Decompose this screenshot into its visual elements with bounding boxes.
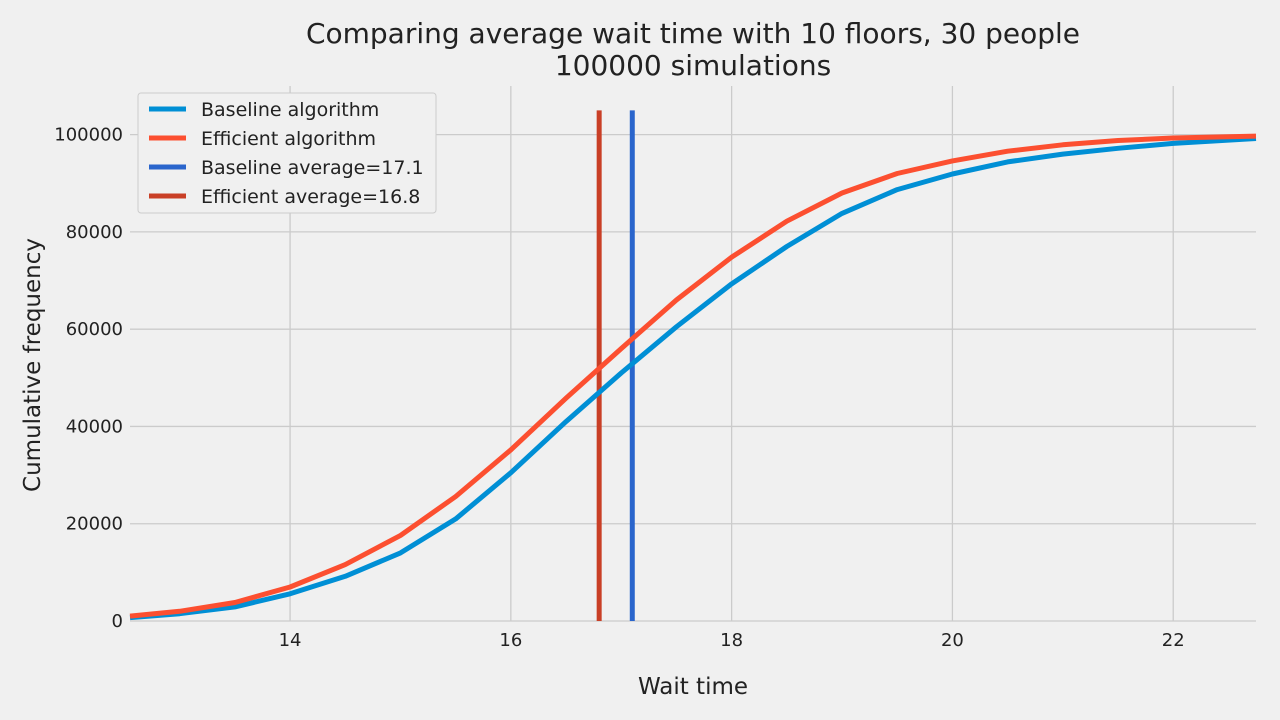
series-line <box>129 136 1257 621</box>
x-tick-labels: 14 16 18 20 22 <box>279 630 1185 651</box>
y-tick-label: 60000 <box>66 319 123 340</box>
y-tick-label: 20000 <box>66 514 123 535</box>
y-tick-label: 100000 <box>54 125 123 146</box>
legend-label: Efficient average=16.8 <box>201 186 420 208</box>
chart-title: Comparing average wait time with 10 floo… <box>306 17 1080 50</box>
y-tick-label: 80000 <box>66 222 123 243</box>
legend-label: Baseline algorithm <box>201 99 379 121</box>
y-axis-label: Cumulative frequency <box>20 238 46 492</box>
x-axis-label: Wait time <box>638 674 748 700</box>
grid-lines <box>130 86 1256 622</box>
legend-label: Efficient algorithm <box>201 128 376 150</box>
x-tick-label: 22 <box>1162 630 1185 651</box>
y-tick-labels: 0 20000 40000 60000 80000 100000 <box>54 125 123 632</box>
x-tick-label: 18 <box>720 630 743 651</box>
y-tick-label: 40000 <box>66 416 123 437</box>
x-tick-label: 14 <box>279 630 302 651</box>
legend: Baseline algorithm Efficient algorithm Bas… <box>137 92 437 214</box>
chart-subtitle: 100000 simulations <box>555 49 831 82</box>
x-tick-label: 16 <box>499 630 522 651</box>
y-tick-label: 0 <box>112 611 123 632</box>
legend-box <box>137 92 437 214</box>
series-line <box>129 133 1257 619</box>
x-tick-label: 20 <box>941 630 964 651</box>
legend-label: Baseline average=17.1 <box>201 157 424 179</box>
data-series <box>129 133 1257 621</box>
